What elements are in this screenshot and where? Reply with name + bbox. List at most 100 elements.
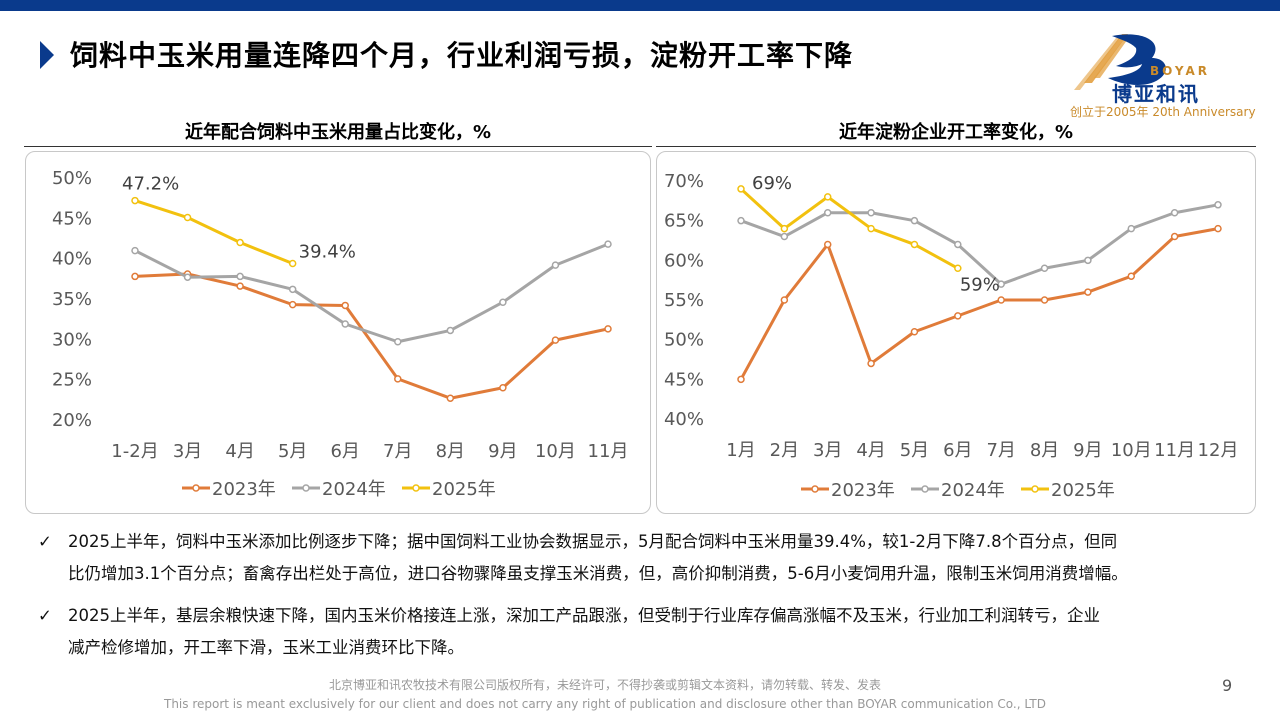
chart2-ytick-label: 65% — [664, 211, 704, 232]
chart2-data-point — [867, 359, 875, 368]
check-icon: ✓ — [38, 532, 52, 551]
chart1-ytick-label: 35% — [52, 289, 92, 310]
chart1-ytick-label: 40% — [52, 249, 92, 270]
chart1-xtick-label: 3月 — [173, 441, 202, 462]
chart1-ytick-label: 50% — [52, 168, 92, 189]
chart2-legend-marker — [921, 485, 929, 493]
check-icon: ✓ — [38, 606, 52, 625]
chart2-data-point — [910, 327, 919, 336]
logo-brand-en: BOYAR — [1150, 64, 1210, 78]
chart1-xtick-label: 11月 — [588, 441, 629, 462]
chart2-data-label: 59% — [960, 274, 1000, 295]
chart2-data-point — [997, 296, 1005, 304]
chart1-series-line-2025年 — [134, 199, 294, 265]
chart1-legend-marker — [412, 484, 420, 492]
chart1-data-point — [236, 238, 244, 247]
chart1-data-point — [183, 273, 192, 281]
chart2-ytick-label: 60% — [664, 250, 704, 271]
chart1-legend-marker — [192, 484, 200, 492]
bullet-2-line-1: 2025上半年，基层余粮快速下降，国内玉米价格接连上涨，深加工产品跟涨，但受制于… — [68, 606, 1100, 625]
chart1-data-point — [288, 259, 297, 268]
chart1-data-point — [446, 326, 455, 335]
chart1-svg: 20% 25% 30% 35% 40% 45% 50% 1-2月 3月 4月 5月 6月 7月 8月 9月 1… — [52, 168, 629, 500]
chart2-xtick-label: 9月 — [1073, 440, 1102, 461]
chart1-title: 近年配合饲料中玉米用量占比变化，% — [184, 122, 492, 143]
chart2-data-label: 69% — [752, 173, 792, 194]
chart1-data-point — [499, 298, 507, 306]
bullet-1-line-1: 2025上半年，饲料中玉米添加比例逐步下降；据中国饲料工业协会数据显示，5月配合… — [68, 532, 1118, 551]
chart2-data-point — [867, 208, 875, 217]
chart1-data-point — [236, 272, 244, 281]
chart2-xtick-label: 5月 — [900, 440, 929, 461]
chart1-legend-label: 2024年 — [322, 479, 386, 500]
chart1-data-point — [131, 196, 139, 205]
chart2-series-line-2025年 — [739, 187, 959, 270]
chart1-xtick-label: 6月 — [330, 441, 359, 462]
chart1-data-point — [551, 261, 560, 269]
chart2-data-point — [954, 312, 962, 320]
logo-tagline: 创立于2005年 20th Anniversary — [1070, 105, 1256, 119]
chart2-xtick-label: 8月 — [1030, 440, 1059, 461]
chart2-data-point — [823, 240, 832, 249]
chart1-legend-marker — [302, 484, 310, 492]
chart1-title-rule — [24, 146, 652, 147]
bullet-1-line-2: 比仍增加3.1个百分点；畜禽存出栏处于高位，进口谷物骤降虽支撑玉米消费，但，高价… — [68, 564, 1128, 583]
chart1-legend-label: 2025年 — [432, 479, 496, 500]
chart1-ytick-label: 45% — [52, 208, 92, 229]
chart2-xtick-label: 4月 — [856, 440, 885, 461]
chart1-xtick-label: 8月 — [436, 441, 465, 462]
chart2-data-point — [1170, 232, 1179, 241]
chart1-legend-label: 2023年 — [212, 479, 276, 500]
chart2-data-point — [737, 216, 745, 225]
chart1-xtick-label: 9月 — [488, 441, 517, 462]
chart1-data-point — [604, 325, 612, 333]
chart2-data-point — [823, 193, 832, 201]
chart2-data-point — [1040, 264, 1049, 273]
chart2-legend-label: 2024年 — [941, 480, 1005, 501]
chart1-ytick-label: 20% — [52, 410, 92, 431]
chart1-data-label: 39.4% — [299, 242, 356, 263]
chart2-xtick-label: 2月 — [770, 440, 799, 461]
chart2-data-point — [867, 224, 875, 233]
chart2-series-line-2024年 — [740, 203, 1219, 286]
chart2-data-point — [780, 296, 789, 304]
chart2-data-point — [954, 240, 962, 249]
chart2-series-line-2023年 — [739, 227, 1219, 381]
header-bar — [0, 0, 1280, 11]
chart2-legend-marker — [1031, 485, 1039, 493]
chart2-data-point — [823, 208, 832, 217]
footer-copyright-cn: 北京博亚和讯农牧技术有限公司版权所有，未经许可，不得抄袭或剪辑文本资料，请勿转载… — [328, 678, 881, 692]
chart2-data-point — [1084, 288, 1092, 296]
chart1-data-point — [604, 240, 612, 248]
chart2-xtick-label: 3月 — [813, 440, 842, 461]
chart2-panel: 40% 45% 50% 55% 60% 65% 70% 1月 2月 3月 4月 5月 6月 7月 8月 9月 1… — [656, 151, 1256, 514]
chart1-series-line-2024年 — [134, 242, 609, 344]
chart2-legend-label: 2023年 — [831, 480, 895, 501]
chart1-xtick-label: 10月 — [535, 441, 576, 462]
chart2-ytick-label: 50% — [664, 330, 704, 351]
chart1-xtick-label: 5月 — [278, 441, 307, 462]
chart1-data-point — [394, 375, 402, 383]
chart2-svg: 40% 45% 50% 55% 60% 65% 70% 1月 2月 3月 4月 5月 6月 7月 8月 9月 1… — [664, 171, 1239, 501]
chart2-xtick-label: 7月 — [986, 440, 1015, 461]
page-title: 饲料中玉米用量连降四个月，行业利润亏损，淀粉开工率下降 — [70, 39, 854, 72]
chart2-data-point — [1040, 296, 1049, 304]
chart1-data-point — [551, 336, 560, 344]
chart2-data-point — [780, 232, 789, 241]
chart1-data-point — [394, 338, 402, 346]
chart2-data-point — [1127, 272, 1136, 280]
page-number: 9 — [1222, 676, 1233, 695]
bullet-1: ✓ 2025上半年，饲料中玉米添加比例逐步下降；据中国饲料工业协会数据显示，5月… — [38, 526, 1258, 590]
chart2-ytick-label: 45% — [664, 369, 704, 390]
footer-copyright-en: This report is meant exclusively for our… — [164, 697, 1046, 711]
chart2-data-point — [954, 264, 962, 273]
title-arrow-icon — [40, 41, 54, 69]
chart2-xtick-label: 10月 — [1111, 440, 1152, 461]
chart2-ytick-label: 40% — [664, 409, 704, 430]
chart2-xtick-label: 6月 — [943, 440, 972, 461]
chart2-data-point — [780, 224, 789, 233]
chart1-data-point — [341, 301, 349, 310]
chart2-xtick-label: 12月 — [1198, 440, 1239, 461]
chart2-xtick-label: 1月 — [726, 440, 755, 461]
chart2-data-point — [737, 185, 745, 193]
